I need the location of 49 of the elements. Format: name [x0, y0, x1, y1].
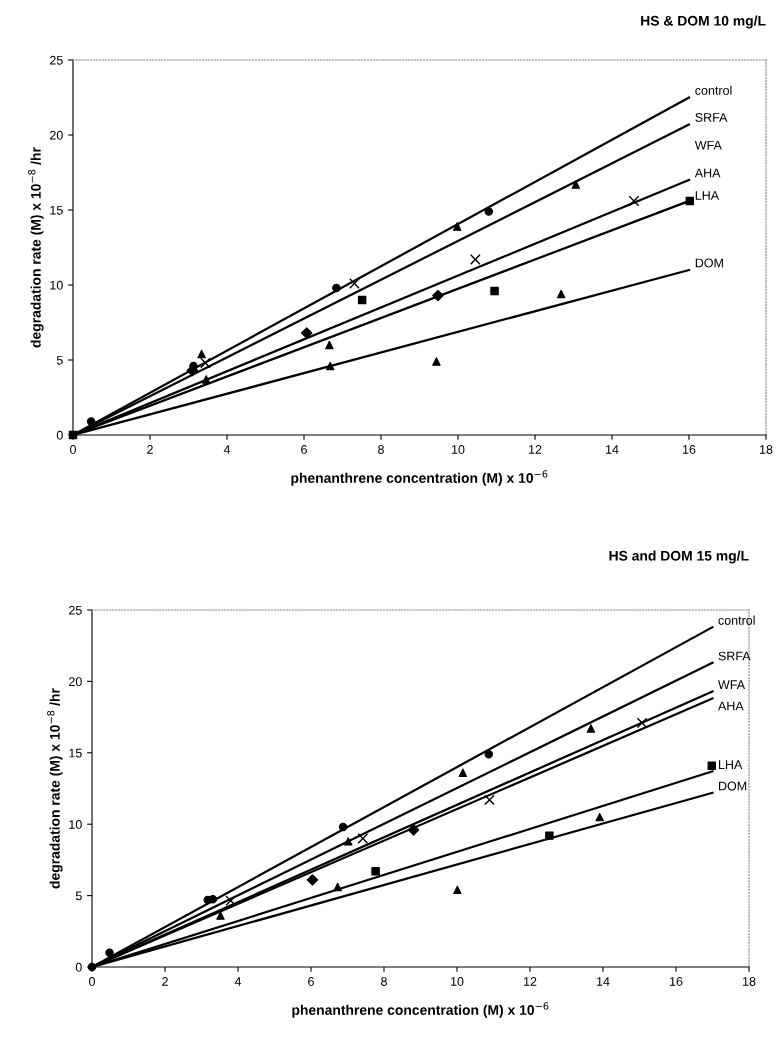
x-tick-label: 8 [378, 445, 384, 454]
x-tick-label: 8 [381, 977, 387, 986]
x-tick-label: 18 [743, 977, 756, 986]
x-tick-label: 12 [529, 445, 542, 454]
series-label: SRFA [695, 113, 728, 122]
x-tick-label: 16 [670, 977, 683, 986]
y-tick-label: 20 [50, 130, 63, 140]
x-tick-label: 2 [147, 445, 153, 454]
x-tick-label: 14 [606, 445, 619, 454]
x-tick-label: 2 [162, 977, 168, 986]
series-label: DOM [719, 781, 747, 791]
y-axis-title: degradation rate (M) x 10$^{−8}$ /hr [47, 688, 63, 889]
y-tick-label: 0 [75, 962, 82, 972]
x-axis-title: phenanthrene concentration (M) x 10$^{−6}$ [291, 470, 548, 486]
y-tick-label: 5 [75, 891, 82, 901]
series-label: SRFA [718, 651, 751, 661]
y-tick-label: 0 [56, 430, 63, 440]
series-label: control [695, 85, 732, 95]
series-label: LHA [695, 191, 720, 200]
series-label: LHA [719, 760, 743, 769]
x-tick-label: 14 [597, 977, 610, 986]
x-tick-label: 0 [89, 977, 95, 986]
series-label: AHA [694, 168, 721, 178]
x-tick-label: 18 [760, 445, 773, 454]
y-tick-label: 20 [69, 677, 82, 687]
x-tick-label: 4 [223, 445, 231, 454]
series-label: WFA [718, 680, 746, 689]
x-tick-label: 12 [524, 977, 537, 986]
series-label: DOM [695, 258, 723, 268]
y-axis-title: degradation rate (M) x 10$^{−8}$ /hr [28, 147, 44, 348]
series-label: control [718, 615, 755, 625]
x-tick-label: 6 [301, 445, 307, 454]
y-tick-label: 10 [69, 820, 82, 829]
x-tick-label: 10 [451, 977, 464, 986]
x-tick-label: 16 [683, 445, 696, 454]
y-tick-label: 25 [50, 55, 63, 65]
series-label: AHA [718, 701, 744, 711]
annotation: WFA [694, 140, 722, 150]
y-tick-label: 5 [56, 355, 63, 365]
y-tick-label: 10 [50, 280, 63, 290]
x-tick-label: 6 [308, 977, 314, 986]
x-tick-label: 10 [452, 445, 465, 454]
chart-title: HS & DOM 10 mg/L [641, 15, 766, 29]
x-tick-label: 4 [234, 977, 242, 986]
y-tick-label: 15 [50, 205, 63, 215]
y-tick-label: 25 [69, 605, 82, 615]
chart-title: HS and DOM 15 mg/L [609, 550, 749, 564]
x-axis-title: phenanthrene concentration (M) x 10$^{−6}$ [292, 1002, 549, 1018]
y-tick-label: 15 [69, 748, 82, 758]
